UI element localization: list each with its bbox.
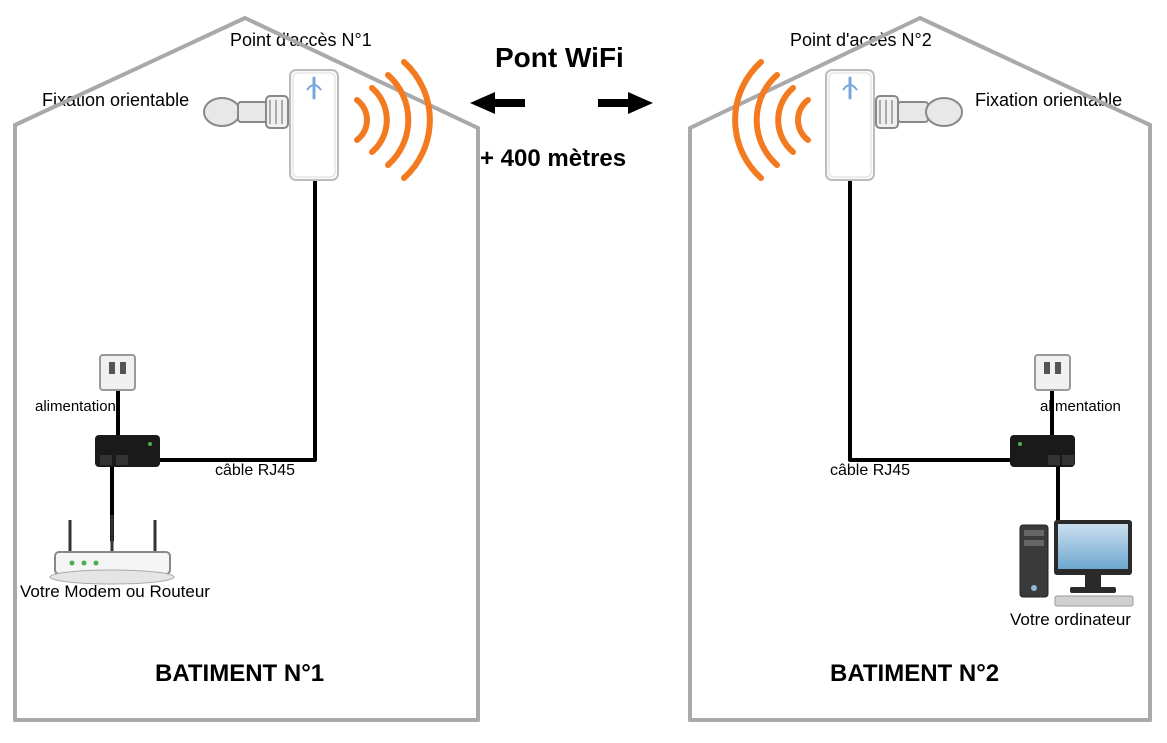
cables: [112, 180, 1058, 540]
arrow-right-icon: [598, 92, 653, 114]
wifi-waves-left: [357, 62, 430, 178]
mount-left: [204, 96, 288, 128]
wifi-bridge-diagram: Pont WiFi + 400 mètres Point d'accès N°1…: [0, 0, 1167, 743]
outlet-left: [100, 355, 135, 390]
computer-icon: [1020, 520, 1133, 606]
mount-right: [876, 96, 962, 128]
poe-right: [1010, 435, 1075, 467]
access-point-2: [826, 70, 874, 180]
access-point-1: [290, 70, 338, 180]
router-icon: [50, 515, 174, 584]
wifi-waves-right: [735, 62, 808, 178]
diagram-svg: [0, 0, 1167, 743]
outlet-right: [1035, 355, 1070, 390]
poe-left: [95, 435, 160, 467]
arrow-left-icon: [470, 92, 525, 114]
